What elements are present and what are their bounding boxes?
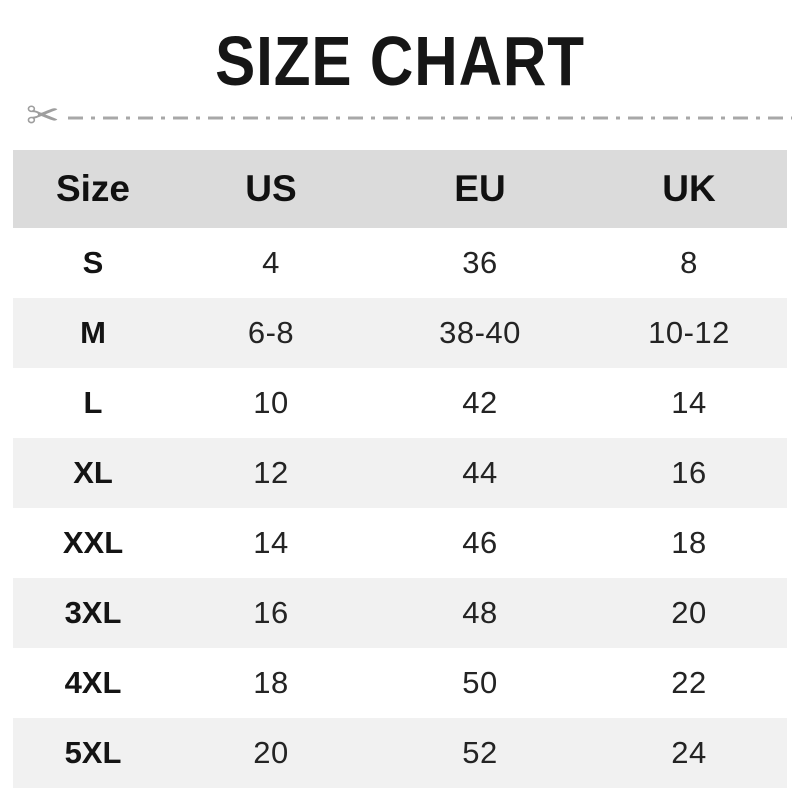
size-cell: XXL (62, 525, 124, 560)
eu-cell: 50 (462, 665, 498, 700)
size-cell: M (80, 315, 106, 350)
eu-cell: 42 (462, 385, 498, 420)
size-cell: 3XL (64, 595, 122, 630)
uk-cell: 8 (680, 245, 698, 280)
us-cell: 6-8 (247, 315, 295, 350)
us-cell: 18 (253, 665, 289, 700)
table-row: 5XL 20 52 24 (13, 718, 787, 788)
uk-cell: 14 (671, 385, 707, 420)
header-us: US (245, 168, 297, 209)
uk-cell: 22 (671, 665, 707, 700)
header-eu: EU (454, 168, 506, 209)
eu-cell: 52 (462, 735, 498, 770)
uk-cell: 16 (671, 455, 707, 490)
uk-cell: 24 (671, 735, 707, 770)
table-row: 4XL 18 50 22 (13, 648, 787, 718)
size-cell: L (83, 385, 103, 420)
scissors-icon: ✂ (26, 94, 60, 138)
size-cell: XL (73, 455, 113, 490)
table-row: M 6-8 38-40 10-12 (13, 298, 787, 368)
uk-cell: 18 (671, 525, 707, 560)
us-cell: 14 (253, 525, 289, 560)
eu-cell: 44 (462, 455, 498, 490)
header-size: Size (55, 168, 131, 209)
table-row: 3XL 16 48 20 (13, 578, 787, 648)
table-row: XXL 14 46 18 (13, 508, 787, 578)
size-cell: 5XL (64, 735, 122, 770)
dashed-cut-line (67, 116, 792, 120)
table-row: XL 12 44 16 (13, 438, 787, 508)
table-row: S 4 36 8 (13, 228, 787, 298)
size-cell: S (82, 245, 104, 280)
uk-cell: 10-12 (648, 315, 730, 350)
uk-cell: 20 (671, 595, 707, 630)
eu-cell: 36 (462, 245, 498, 280)
eu-cell: 48 (462, 595, 498, 630)
us-cell: 16 (253, 595, 289, 630)
us-cell: 12 (253, 455, 289, 490)
us-cell: 4 (262, 245, 280, 280)
eu-cell: 38-40 (439, 315, 521, 350)
eu-cell: 46 (462, 525, 498, 560)
table-header-row: Size US EU UK (13, 150, 787, 228)
table-row: L 10 42 14 (13, 368, 787, 438)
size-table: Size US EU UK S 4 36 8 M 6-8 38-40 10-12… (13, 150, 787, 788)
cut-line: ✂ (26, 96, 792, 140)
page-title-text: SIZE CHART (215, 22, 585, 100)
us-cell: 20 (253, 735, 289, 770)
page-title: SIZE CHART (0, 26, 800, 96)
header-uk: UK (662, 168, 716, 209)
us-cell: 10 (253, 385, 289, 420)
size-cell: 4XL (64, 665, 122, 700)
